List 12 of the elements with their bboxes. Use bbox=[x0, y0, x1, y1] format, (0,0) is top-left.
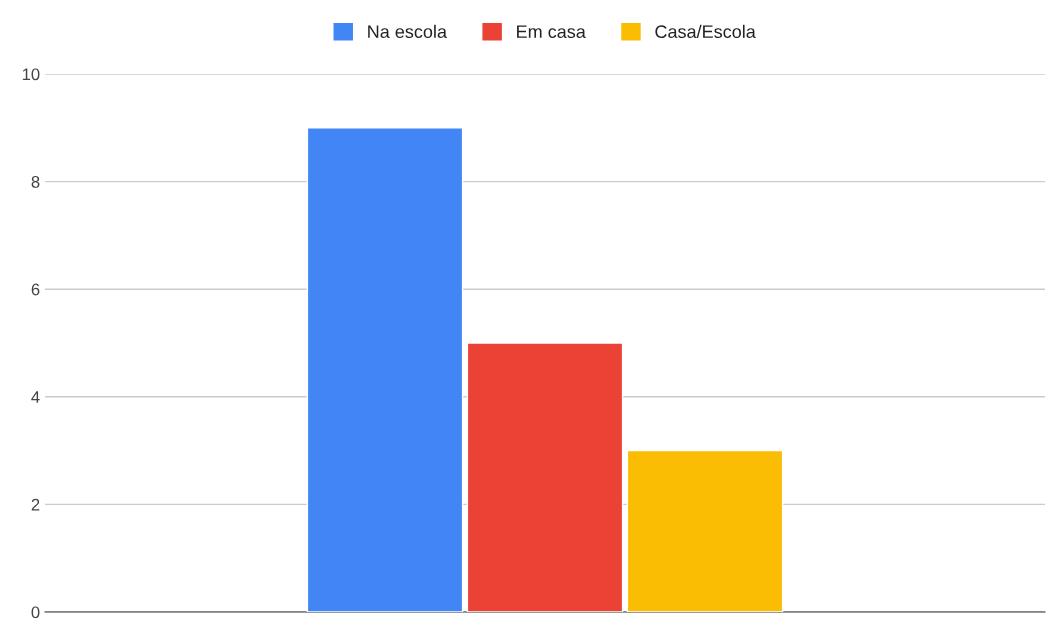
bar bbox=[466, 342, 624, 612]
y-tick-label: 10 bbox=[22, 68, 40, 81]
bar bbox=[306, 127, 464, 612]
legend-label: Casa/Escola bbox=[655, 24, 756, 39]
y-tick-label: 0 bbox=[31, 606, 40, 618]
y-tick-label: 8 bbox=[31, 176, 40, 188]
y-tick-label: 2 bbox=[31, 498, 40, 511]
legend-label: Na escola bbox=[368, 24, 447, 39]
legend-label: Em casa bbox=[517, 25, 586, 39]
y-tick-label: 6 bbox=[31, 283, 40, 296]
y-tick-label: 4 bbox=[31, 391, 40, 403]
bar bbox=[626, 449, 784, 612]
